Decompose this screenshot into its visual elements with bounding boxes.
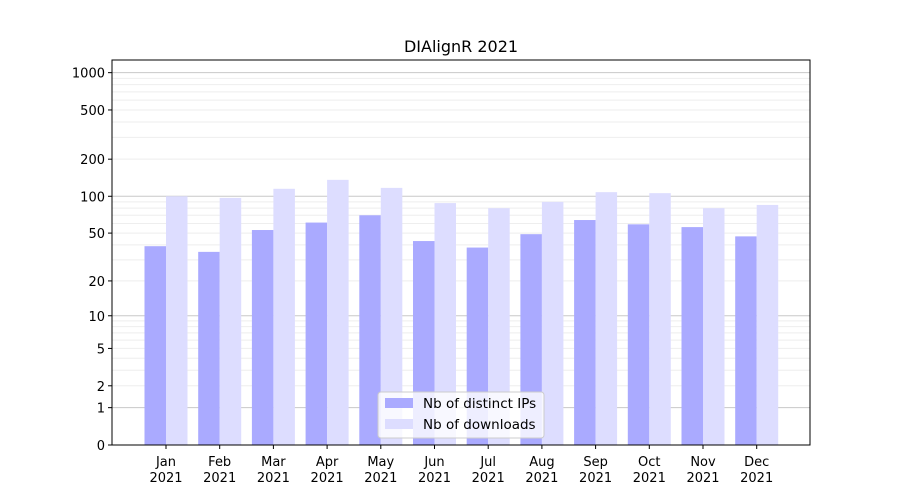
y-tick-label: 200	[80, 153, 105, 168]
bar-downloads	[273, 188, 295, 445]
bar-distinct-ips	[574, 220, 596, 445]
x-tick-label: Feb 2021	[203, 455, 236, 486]
x-tick-label: Jun 2021	[418, 455, 451, 486]
bar-distinct-ips	[251, 230, 274, 445]
x-tick-label: Apr 2021	[311, 455, 344, 486]
bar-downloads	[166, 196, 188, 445]
x-tick-label: May 2021	[364, 455, 397, 486]
y-tick-label: 500	[80, 104, 105, 119]
y-axis: 0 1 2 5 10 20 50 100 200 500 1000	[72, 67, 112, 454]
y-tick-label: 20	[88, 275, 105, 290]
legend-swatch-ips	[385, 398, 413, 408]
x-tick-label: Mar 2021	[257, 455, 290, 486]
bar-distinct-ips	[735, 236, 757, 445]
y-tick-label: 10	[88, 310, 105, 325]
bar-distinct-ips	[305, 222, 328, 445]
y-tick-label: 1000	[72, 67, 105, 82]
bar-distinct-ips	[627, 224, 650, 445]
bar-distinct-ips	[359, 215, 381, 445]
y-tick-label: 5	[97, 342, 105, 357]
bar-downloads	[380, 187, 403, 446]
bar-distinct-ips	[681, 227, 703, 445]
bar-downloads	[703, 208, 725, 445]
bar-downloads	[327, 179, 349, 446]
x-tick-label: Nov 2021	[686, 455, 719, 486]
bar-downloads	[756, 204, 779, 445]
x-tick-label: Sep 2021	[579, 455, 612, 486]
bar-downloads	[649, 193, 671, 445]
bar-downloads	[488, 208, 510, 445]
x-axis: Jan 2021 Feb 2021 Mar 2021 Apr 2021 May 2021 Jun 20…	[149, 445, 773, 486]
y-tick-label: 1	[97, 402, 105, 417]
x-tick-label: Jan 2021	[149, 455, 182, 486]
legend-label-ips: Nb of distinct IPs	[423, 396, 536, 412]
bar-downloads	[541, 201, 564, 445]
x-tick-label: Oct 2021	[633, 455, 666, 486]
y-tick-label: 2	[97, 380, 105, 395]
legend-swatch-downloads	[385, 419, 413, 429]
legend: Nb of distinct IPs Nb of downloads	[377, 391, 545, 439]
y-tick-label: 50	[88, 227, 105, 242]
legend-label-downloads: Nb of downloads	[423, 417, 536, 433]
bar-downloads	[595, 192, 618, 445]
y-tick-label: 100	[80, 190, 105, 205]
chart-title: DIAlignR 2021	[404, 37, 518, 56]
legend-box	[377, 391, 545, 439]
x-tick-label: Dec 2021	[740, 455, 773, 486]
x-tick-label: Aug 2021	[525, 455, 558, 486]
bar-downloads	[219, 197, 242, 445]
bar-distinct-ips	[198, 251, 220, 445]
x-tick-label: Jul 2021	[472, 455, 505, 486]
y-tick-label: 0	[97, 439, 105, 454]
plot-frame	[111, 59, 811, 446]
bar-downloads	[434, 203, 456, 445]
bar-distinct-ips	[144, 246, 166, 445]
